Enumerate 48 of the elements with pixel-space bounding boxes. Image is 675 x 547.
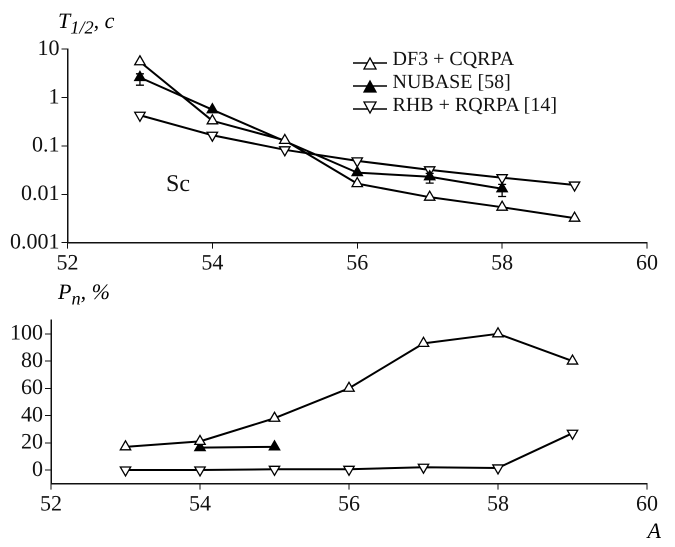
y-tick-label: 0.01 (21, 180, 60, 206)
point (343, 382, 355, 392)
point (278, 134, 291, 144)
x-tick-label: 52 (56, 250, 78, 275)
point (268, 466, 280, 476)
point (424, 190, 436, 201)
y-tick-label: 80 (21, 346, 43, 372)
point (351, 176, 364, 188)
point (134, 55, 146, 66)
legend-label: DF3 + CQRPA (392, 48, 514, 71)
x-tick-label: 52 (40, 490, 62, 516)
legend-label: NUBASE [58] (392, 71, 511, 94)
y-tick-label: 0 (32, 456, 43, 481)
point (343, 466, 355, 476)
y-tick-label: 0.001 (10, 228, 60, 254)
x-tick-label: 58 (487, 490, 509, 516)
point (194, 466, 206, 477)
annotation: Sc (166, 170, 190, 197)
y-tick-label: 0.1 (32, 132, 60, 157)
point (492, 327, 504, 338)
x-tick-label: 56 (338, 490, 360, 516)
legend-label: RHB + RQRPA [14] (392, 94, 557, 117)
point (206, 103, 218, 114)
y-axis-title: P$_{n}$, % (57, 279, 111, 308)
x-axis-title: A (645, 518, 662, 543)
x-tick-label: 54 (201, 250, 224, 275)
x-tick-label: 54 (189, 490, 211, 516)
y-tick-label: 60 (21, 374, 43, 400)
x-tick-label: 58 (491, 250, 514, 275)
point (418, 464, 430, 474)
point (566, 430, 578, 440)
y-tick-label: 1 (48, 83, 60, 108)
y-tick-label: 100 (10, 320, 43, 345)
y-tick-label: 40 (21, 401, 43, 426)
point (496, 200, 508, 211)
x-tick-label: 60 (636, 250, 658, 275)
y-tick-label: 10 (38, 34, 60, 60)
point (492, 464, 504, 475)
point (120, 466, 132, 477)
point (418, 336, 430, 347)
point (206, 114, 218, 124)
y-tick-label: 20 (21, 428, 43, 454)
x-tick-label: 56 (346, 250, 368, 275)
point (351, 166, 364, 176)
y-axis-title: T$_{1/2}$, c (57, 8, 116, 38)
point (566, 354, 578, 365)
x-tick-label: 60 (636, 490, 658, 516)
point (568, 212, 580, 222)
